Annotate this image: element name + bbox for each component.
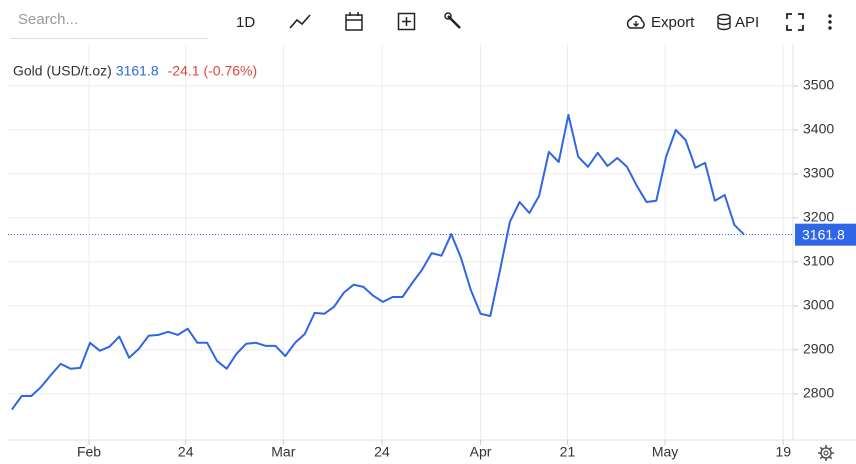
cloud-icon — [626, 15, 645, 29]
export-button[interactable]: Export — [624, 0, 694, 44]
x-tick-label: 24 — [178, 444, 194, 460]
calendar-icon[interactable] — [344, 11, 364, 33]
y-tick-label: 2900 — [803, 341, 834, 357]
legend-last-value: 3161.8 — [116, 63, 159, 79]
export-label: Export — [651, 13, 695, 31]
chart: Gold (USD/t.oz) 3161.8 -24.1 (-0.76%) 28… — [8, 44, 856, 461]
settings-tool-icon[interactable] — [444, 12, 464, 32]
api-label: API — [735, 13, 760, 31]
search-box[interactable]: Search... — [10, 0, 208, 39]
y-tick-label: 3100 — [803, 253, 834, 269]
last-price-label: 3161.8 — [802, 226, 845, 242]
x-tick-label: Feb — [77, 444, 101, 460]
x-tick-label: 21 — [560, 444, 576, 460]
fullscreen-icon[interactable] — [786, 13, 804, 31]
y-tick-label: 3500 — [803, 77, 834, 93]
y-tick-label: 3400 — [803, 121, 834, 137]
legend-title: Gold (USD/t.oz) — [13, 63, 112, 79]
y-tick-label: 2800 — [803, 385, 834, 401]
price-line — [11, 113, 745, 411]
x-tick-label: May — [652, 444, 678, 460]
x-tick-label: Apr — [470, 444, 492, 460]
x-tick-label: Mar — [271, 444, 295, 460]
menu-icon[interactable] — [826, 13, 834, 31]
interval: 1D — [236, 13, 256, 31]
chart-type-icon[interactable] — [288, 12, 312, 32]
search-placeholder: Search... — [18, 10, 79, 28]
y-tick-label: 3000 — [803, 297, 834, 313]
x-tick-label: 24 — [374, 444, 390, 460]
legend-change: -24.1 (-0.76%) — [168, 63, 257, 79]
y-tick-label: 3200 — [803, 209, 834, 225]
last-price-badge — [795, 223, 856, 246]
add-icon[interactable] — [397, 12, 417, 32]
y-tick-label: 3300 — [803, 165, 834, 181]
interval-button[interactable]: 1D — [236, 0, 255, 44]
x-tick-label: 19 — [775, 444, 791, 460]
db-icon — [717, 13, 731, 31]
gear-icon[interactable] — [818, 445, 834, 461]
api-button[interactable]: API — [716, 0, 759, 44]
